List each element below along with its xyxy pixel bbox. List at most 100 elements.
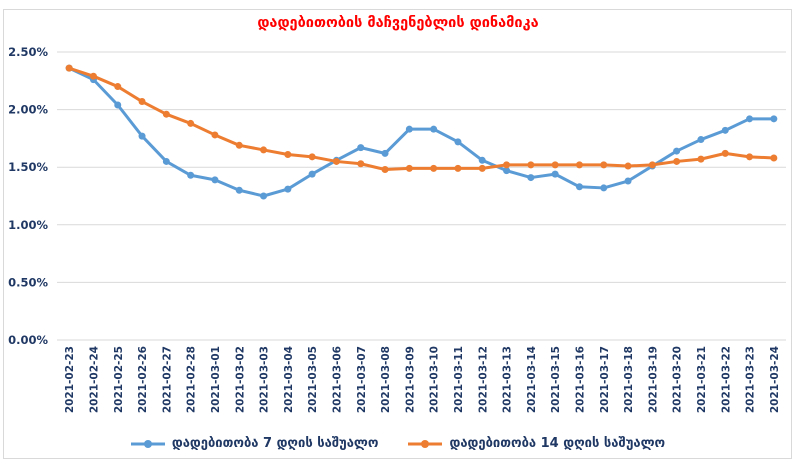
y-axis-tick-label: 0.00%: [8, 333, 48, 347]
x-axis-tick-label: 2021-03-21: [696, 346, 708, 413]
x-axis-tick-label: 2021-03-20: [672, 346, 684, 413]
data-point-marker: [138, 98, 146, 106]
data-point-marker: [405, 125, 413, 133]
data-point-marker: [235, 141, 243, 149]
data-point-marker: [454, 138, 462, 146]
data-point-marker: [527, 161, 535, 169]
x-axis-tick-label: 2021-02-28: [186, 346, 198, 413]
data-point-marker: [211, 176, 219, 184]
data-point-marker: [503, 167, 511, 175]
data-point-marker: [187, 119, 195, 127]
x-axis-tick-label: 2021-03-07: [356, 346, 368, 413]
data-point-marker: [308, 153, 316, 161]
data-point-marker: [721, 149, 729, 157]
x-axis-tick-label: 2021-03-11: [453, 346, 465, 413]
x-axis-tick-label: 2021-03-01: [210, 346, 222, 413]
x-axis-tick-label: 2021-03-05: [307, 346, 319, 413]
data-point-marker: [430, 125, 438, 133]
x-axis-tick-label: 2021-03-15: [550, 346, 562, 413]
chart-border-frame: [3, 9, 792, 459]
y-axis-tick-label: 0.50%: [8, 275, 48, 289]
data-point-marker: [454, 164, 462, 172]
x-axis-tick-label: 2021-02-23: [64, 346, 76, 413]
legend-item-14-day-average: დადებითობა 14 დღის საშუალო: [408, 436, 665, 451]
data-point-marker: [697, 136, 705, 144]
data-point-marker: [673, 157, 681, 165]
data-point-marker: [260, 146, 268, 154]
data-point-marker: [332, 157, 340, 165]
x-axis-tick-label: 2021-03-19: [647, 346, 659, 413]
x-axis-tick-label: 2021-03-06: [331, 346, 343, 413]
x-axis-tick-label: 2021-02-27: [161, 346, 173, 413]
x-axis-tick-label: 2021-03-22: [720, 346, 732, 413]
data-point-marker: [624, 162, 632, 170]
x-axis-tick-label: 2021-03-16: [574, 346, 586, 413]
data-point-marker: [575, 183, 583, 191]
data-point-marker: [114, 83, 122, 91]
data-point-marker: [746, 153, 754, 161]
x-axis-tick-label: 2021-03-14: [526, 346, 538, 413]
x-axis-tick-label: 2021-03-09: [404, 346, 416, 413]
legend-item-7-day-average: დადებითობა 7 დღის საშუალო: [130, 436, 379, 451]
data-point-marker: [284, 151, 292, 159]
data-point-marker: [138, 132, 146, 140]
x-axis-tick-label: 2021-03-03: [259, 346, 271, 413]
x-axis-tick-label: 2021-02-26: [137, 346, 149, 413]
data-point-marker: [503, 161, 511, 169]
data-point-marker: [405, 164, 413, 172]
line-with-dot-marker-icon: [408, 439, 443, 448]
data-point-marker: [624, 177, 632, 185]
data-point-marker: [673, 147, 681, 155]
x-axis-tick-label: 2021-03-12: [477, 346, 489, 413]
data-point-marker: [187, 171, 195, 179]
data-point-marker: [551, 161, 559, 169]
data-point-marker: [235, 186, 243, 194]
x-axis-tick-label: 2021-02-24: [88, 346, 100, 413]
data-point-marker: [478, 164, 486, 172]
series-line-1: [67, 66, 776, 172]
x-axis-tick-label: 2021-03-08: [380, 346, 392, 413]
data-point-marker: [770, 115, 778, 123]
data-point-marker: [770, 154, 778, 162]
data-point-marker: [162, 110, 170, 118]
data-point-marker: [478, 156, 486, 164]
data-point-marker: [697, 155, 705, 163]
data-point-marker: [211, 131, 219, 139]
data-point-marker: [600, 161, 608, 169]
x-axis-tick-label: 2021-03-13: [502, 346, 514, 413]
legend-label-7-day-average: დადებითობა 7 დღის საშუალო: [171, 436, 379, 451]
data-point-marker: [381, 166, 389, 174]
x-axis-tick-label: 2021-03-04: [283, 346, 295, 413]
y-axis-tick-label: 1.00%: [8, 218, 48, 232]
data-point-marker: [648, 161, 656, 169]
data-point-marker: [65, 64, 73, 72]
x-axis-tick-label: 2021-03-18: [623, 346, 635, 413]
data-point-marker: [600, 184, 608, 192]
data-point-marker: [114, 101, 122, 109]
data-point-marker: [284, 185, 292, 193]
data-point-marker: [357, 160, 365, 168]
data-point-marker: [527, 174, 535, 182]
data-point-marker: [721, 126, 729, 134]
x-axis-tick-label: 2021-03-02: [234, 346, 246, 413]
chart-title: დადებითობის მაჩვენებლის დინამიკა: [257, 15, 539, 31]
legend-label-14-day-average: დადებითობა 14 დღის საშუალო: [449, 436, 666, 451]
data-point-marker: [162, 157, 170, 165]
data-point-marker: [551, 170, 559, 178]
x-axis-tick-label: 2021-03-10: [429, 346, 441, 413]
data-point-marker: [89, 72, 97, 80]
data-point-marker: [746, 115, 754, 123]
y-axis-tick-label: 2.50%: [8, 45, 48, 59]
data-point-marker: [357, 144, 365, 152]
line-with-dot-marker-icon: [130, 439, 165, 448]
chart-legend: დადებითობა 7 დღის საშუალო დადებითობა 14 …: [0, 436, 796, 451]
series-line-0: [67, 66, 776, 198]
data-point-marker: [575, 161, 583, 169]
x-axis-tick-label: 2021-03-23: [745, 346, 757, 413]
x-axis-tick-label: 2021-03-24: [769, 346, 781, 413]
data-point-marker: [430, 164, 438, 172]
x-axis-tick-label: 2021-02-25: [113, 346, 125, 413]
y-axis-tick-label: 1.50%: [8, 160, 48, 174]
data-point-marker: [308, 170, 316, 178]
